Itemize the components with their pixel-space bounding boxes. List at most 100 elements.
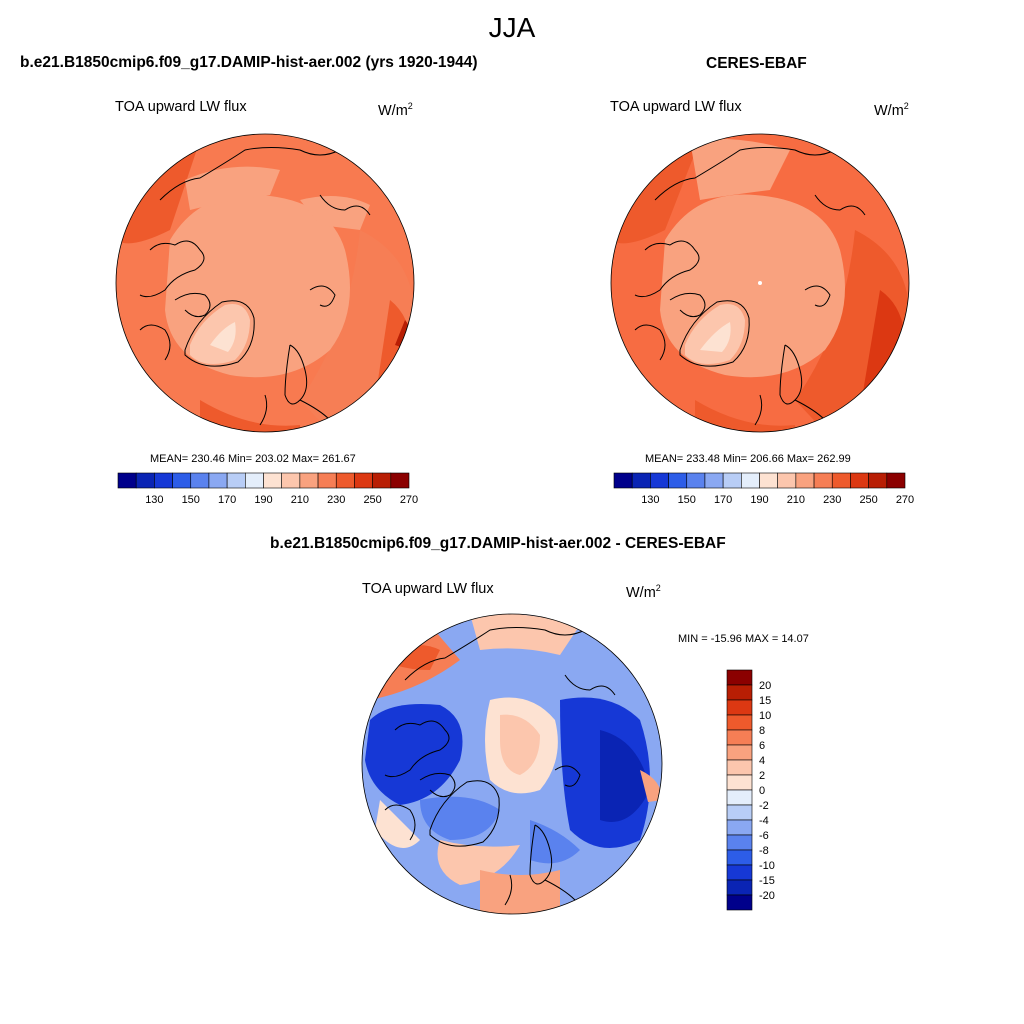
panel-3-colorbar-swatch: [726, 729, 753, 746]
panel-2-colorbar-swatch: [795, 472, 815, 489]
panel-3-colorbar-swatch: [726, 879, 753, 896]
panel-3-colorbar-tick-label: -4: [759, 815, 769, 827]
panel-1-stats: MEAN= 230.46 Min= 203.02 Max= 261.67: [150, 453, 356, 465]
panel-3-colorbar-swatch: [726, 819, 753, 836]
panel-3-colorbar-tick-label: 2: [759, 770, 765, 782]
panel-3-colorbar-tick-label: 0: [759, 785, 765, 797]
panel-1-colorbar-tick-label: 230: [327, 494, 345, 506]
panel-2-colorbar: 130 150 170 190 210 230 250 270: [613, 472, 914, 506]
panel-2-stats: MEAN= 233.48 Min= 206.66 Max= 262.99: [645, 453, 851, 465]
map-1: [116, 134, 414, 432]
panel-2-colorbar-swatch: [886, 472, 906, 489]
panel-2-colorbar-swatch: [686, 472, 706, 489]
map-2-outline: [610, 133, 910, 433]
map-3-outline: [361, 613, 663, 915]
panel-2-colorbar-swatch: [777, 472, 797, 489]
map-3: [362, 614, 662, 914]
panel-1-colorbar-tick-label: 270: [400, 494, 418, 506]
panel-2-colorbar-tick-label: 270: [896, 494, 914, 506]
panel-2-units: W/m2: [874, 101, 909, 119]
panel-3-colorbar-swatch: [726, 714, 753, 731]
panel-3-colorbar-tick-label: 6: [759, 740, 765, 752]
panel-1-colorbar: 130 150 170 190 210 230 250 270: [117, 472, 418, 506]
panel-2-colorbar-swatch: [741, 472, 760, 489]
panel-2-colorbar-tick-label: 230: [823, 494, 841, 506]
panel-2-colorbar-swatch: [759, 472, 778, 489]
panel-3-colorbar-swatch: [726, 744, 753, 761]
panel-1-colorbar-swatch: [208, 472, 228, 489]
panel-3-colorbar-swatch: [726, 804, 753, 821]
panel-1-colorbar-swatch: [281, 472, 301, 489]
panel-3-colorbar-tick-label: -8: [759, 845, 769, 857]
panel-3-colorbar-tick-label: 4: [759, 755, 765, 767]
panel-3-colorbar-tick-label: 15: [759, 695, 771, 707]
panel-3-stats: MIN = -15.96 MAX = 14.07: [678, 633, 809, 645]
panel-1-colorbar-swatch: [154, 472, 173, 489]
panel-1-colorbar-tick-label: 250: [363, 494, 381, 506]
panel-1-colorbar-tick-label: 190: [254, 494, 272, 506]
panel-3-colorbar-swatch: [726, 789, 753, 806]
panel-2-colorbar-swatch: [650, 472, 669, 489]
panel-3-colorbar-swatch: [726, 894, 753, 911]
panel-1-colorbar-swatch: [263, 472, 282, 489]
panel-1-colorbar-tick-label: 210: [291, 494, 309, 506]
map-2: [611, 134, 909, 432]
panel-3-colorbar-swatch: [726, 699, 753, 716]
panel-3-colorbar-tick-label: -20: [759, 890, 775, 902]
panel-1-colorbar-swatch: [335, 472, 355, 489]
panel-1-colorbar-tick-label: 130: [145, 494, 163, 506]
panel-2-colorbar-tick-label: 250: [859, 494, 877, 506]
panel-3-colorbar-tick-label: 8: [759, 725, 765, 737]
panel-2-colorbar-tick-label: 130: [641, 494, 659, 506]
panel-3-colorbar-swatch: [726, 669, 753, 686]
panel-1-units: W/m2: [378, 101, 413, 119]
panel-2-colorbar-tick-label: 190: [750, 494, 768, 506]
panel-1-colorbar-swatch: [190, 472, 210, 489]
panel-2-variable: TOA upward LW flux: [610, 99, 742, 115]
panel-2-colorbar-tick-label: 210: [787, 494, 805, 506]
map-1-outline: [115, 133, 415, 433]
panel-1-colorbar-swatch: [317, 472, 337, 489]
panel-2-colorbar-swatch: [831, 472, 851, 489]
panel-3-colorbar-tick-label: -6: [759, 830, 769, 842]
panel-1-title: b.e21.B1850cmip6.f09_g17.DAMIP-hist-aer.…: [20, 54, 478, 71]
panel-3-colorbar-tick-label: -2: [759, 800, 769, 812]
panel-1-colorbar-swatch: [390, 472, 410, 489]
panel-3-colorbar-swatch: [726, 684, 753, 701]
panel-3-colorbar-swatch: [726, 864, 753, 881]
panel-3-units: W/m2: [626, 583, 661, 601]
panel-1-colorbar-swatch: [299, 472, 319, 489]
panel-3-colorbar-tick-label: 10: [759, 710, 771, 722]
panel-2-colorbar-swatch: [722, 472, 742, 489]
panel-1-colorbar-swatch: [372, 472, 392, 489]
panel-2-colorbar-swatch: [850, 472, 869, 489]
panel-3-colorbar-swatch: [726, 759, 753, 776]
panel-3-colorbar-tick-label: 20: [759, 680, 771, 692]
panel-2-colorbar-swatch: [668, 472, 688, 489]
panel-3-colorbar-tick-label: -10: [759, 860, 775, 872]
panel-3-colorbar-swatch: [726, 774, 753, 791]
panel-1-colorbar-swatch: [135, 472, 155, 489]
panel-2-colorbar-swatch: [704, 472, 724, 489]
panel-3-colorbar-swatch: [726, 849, 753, 866]
panel-2-colorbar-swatch: [613, 472, 633, 489]
panel-1-colorbar-swatch: [354, 472, 373, 489]
panel-1-variable: TOA upward LW flux: [115, 99, 247, 115]
panel-1-colorbar-swatch: [226, 472, 246, 489]
panel-2-title: CERES-EBAF: [706, 55, 807, 72]
panel-1-colorbar-tick-label: 170: [218, 494, 236, 506]
panel-1-colorbar-tick-label: 150: [182, 494, 200, 506]
panel-1-colorbar-swatch: [245, 472, 264, 489]
panel-2-colorbar-tick-label: 170: [714, 494, 732, 506]
panel-3-colorbar-tick-label: -15: [759, 875, 775, 887]
panel-2-colorbar-swatch: [631, 472, 651, 489]
panel-1-colorbar-swatch: [117, 472, 137, 489]
panel-3-colorbar-swatch: [726, 834, 753, 851]
panel-2-colorbar-swatch: [813, 472, 833, 489]
panel-2-colorbar-tick-label: 150: [678, 494, 696, 506]
figure-title: JJA: [488, 12, 536, 43]
panel-2-colorbar-swatch: [868, 472, 888, 489]
panel-1-colorbar-swatch: [172, 472, 192, 489]
